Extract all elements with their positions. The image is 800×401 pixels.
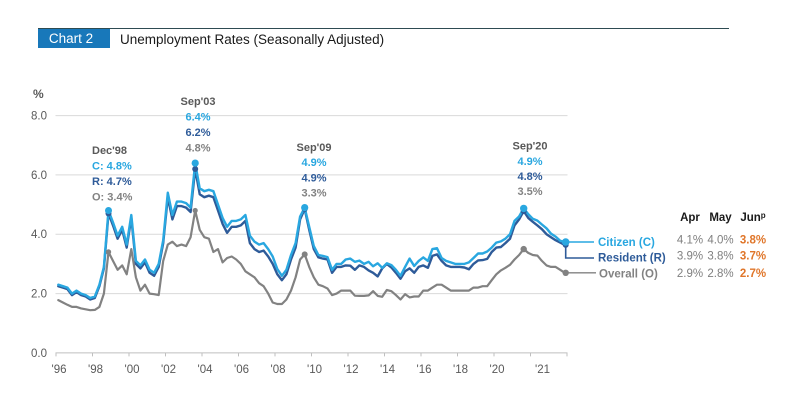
- svg-text:'10: '10: [307, 364, 322, 376]
- svg-text:C: 4.8%: C: 4.8%: [92, 161, 132, 173]
- svg-text:4.9%: 4.9%: [517, 156, 542, 168]
- svg-text:3.5%: 3.5%: [517, 186, 542, 198]
- svg-text:4.8%: 4.8%: [517, 171, 542, 183]
- svg-text:6.2%: 6.2%: [185, 127, 210, 139]
- svg-text:May: May: [709, 212, 732, 224]
- svg-text:0.0: 0.0: [31, 348, 47, 360]
- svg-text:3.8%: 3.8%: [707, 251, 733, 263]
- svg-text:Sep'03: Sep'03: [180, 96, 215, 108]
- svg-text:Overall (O): Overall (O): [599, 269, 658, 281]
- svg-text:'96: '96: [52, 364, 67, 376]
- svg-text:Sep'20: Sep'20: [512, 141, 547, 153]
- svg-text:2.8%: 2.8%: [707, 268, 733, 280]
- svg-text:3.9%: 3.9%: [677, 251, 703, 263]
- svg-text:4.1%: 4.1%: [677, 235, 703, 247]
- svg-text:4.9%: 4.9%: [301, 157, 326, 169]
- svg-text:'21: '21: [535, 364, 550, 376]
- svg-text:'16: '16: [417, 364, 432, 376]
- svg-text:'98: '98: [88, 364, 103, 376]
- svg-text:Sep'09: Sep'09: [296, 142, 331, 154]
- svg-text:Junp: Junp: [740, 211, 765, 224]
- svg-text:O: 3.4%: O: 3.4%: [92, 192, 133, 204]
- svg-text:2.7%: 2.7%: [740, 268, 766, 280]
- svg-text:'02: '02: [161, 364, 176, 376]
- svg-text:'18: '18: [453, 364, 468, 376]
- svg-text:'04: '04: [198, 364, 214, 376]
- svg-text:'14: '14: [380, 364, 396, 376]
- svg-text:3.8%: 3.8%: [740, 235, 766, 247]
- svg-text:6.0: 6.0: [31, 170, 47, 182]
- svg-text:'12: '12: [344, 364, 359, 376]
- svg-text:8.0: 8.0: [31, 111, 47, 123]
- svg-text:2.0: 2.0: [31, 289, 47, 301]
- svg-text:4.9%: 4.9%: [301, 173, 326, 185]
- svg-text:%: %: [33, 87, 44, 101]
- svg-text:'08: '08: [271, 364, 286, 376]
- svg-text:Apr: Apr: [680, 212, 700, 224]
- svg-text:R: 4.7%: R: 4.7%: [92, 176, 132, 188]
- svg-text:'20: '20: [490, 364, 505, 376]
- svg-text:4.8%: 4.8%: [185, 143, 210, 155]
- svg-text:Dec'98: Dec'98: [92, 145, 127, 157]
- svg-text:'00: '00: [125, 364, 140, 376]
- svg-text:6.4%: 6.4%: [185, 112, 210, 124]
- svg-text:3.3%: 3.3%: [301, 188, 326, 200]
- svg-text:'06: '06: [234, 364, 249, 376]
- svg-text:3.7%: 3.7%: [740, 251, 766, 263]
- svg-text:Resident (R): Resident (R): [598, 253, 666, 265]
- svg-text:Citizen (C): Citizen (C): [598, 237, 655, 249]
- svg-text:2.9%: 2.9%: [677, 268, 703, 280]
- svg-text:4.0: 4.0: [31, 229, 47, 241]
- svg-text:4.0%: 4.0%: [707, 235, 733, 247]
